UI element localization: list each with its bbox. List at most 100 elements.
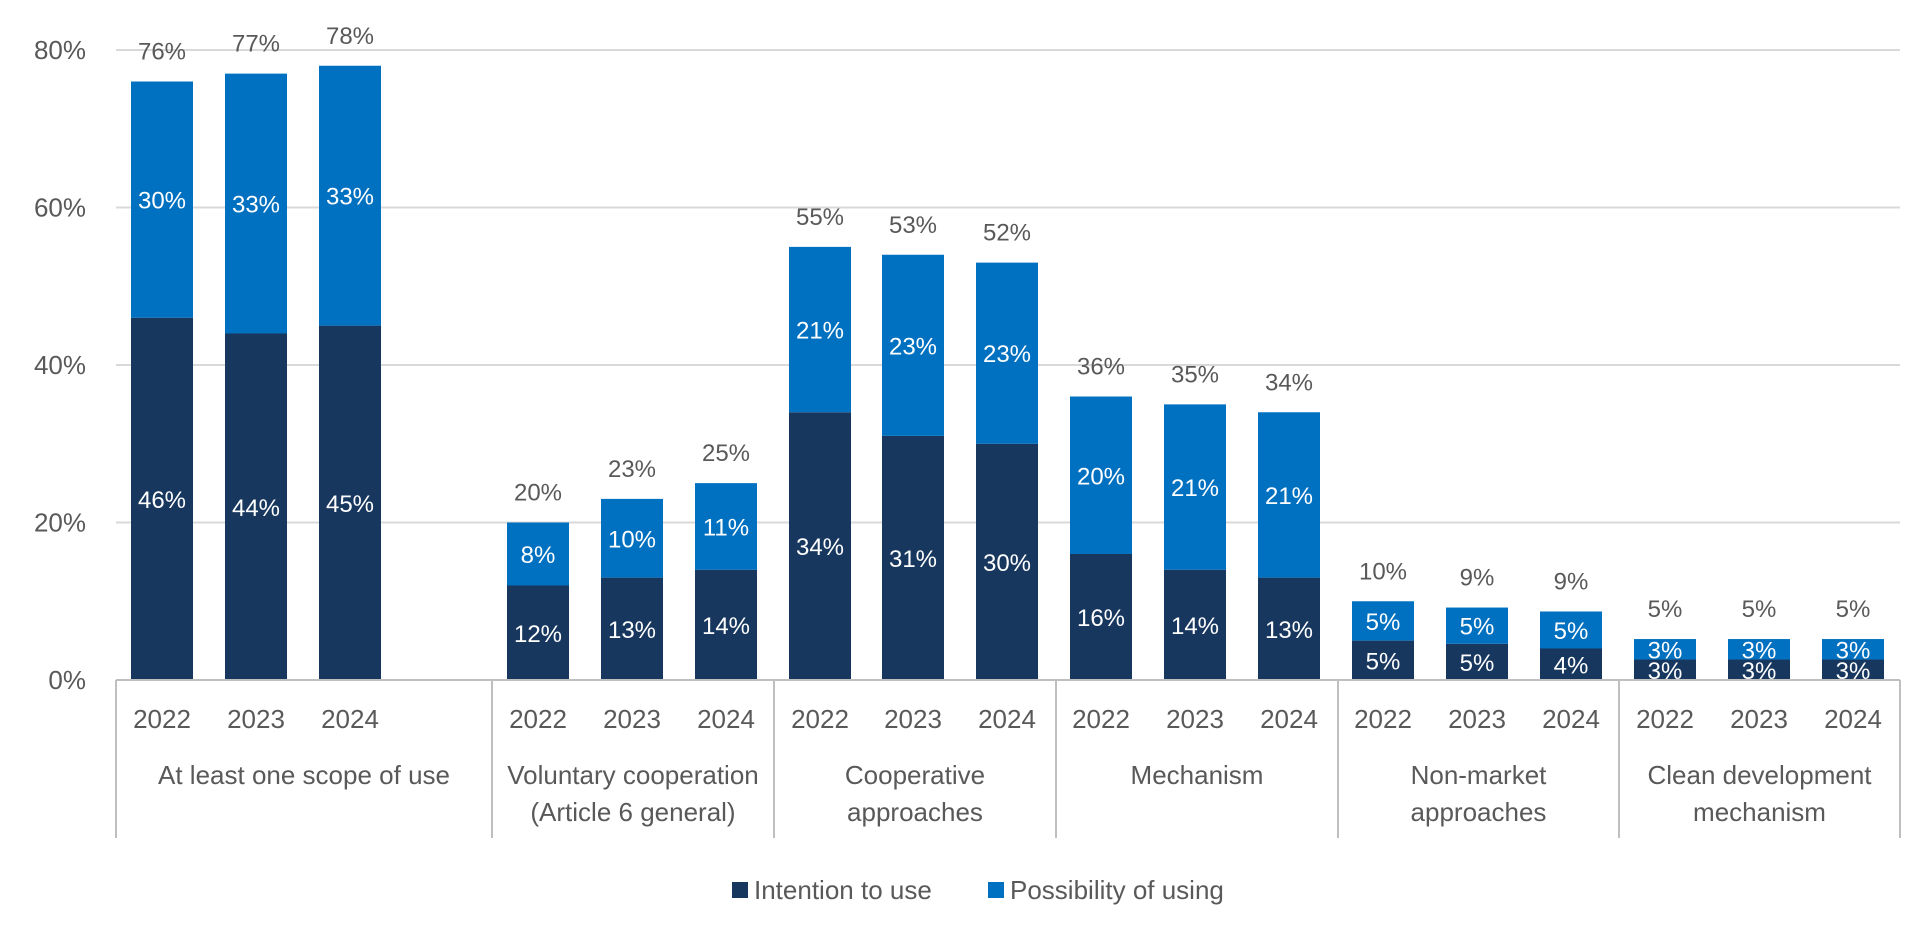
bar-possibility-segment	[976, 262, 1038, 444]
total-value-label: 23%	[608, 456, 656, 483]
intention-value-label: 16%	[1077, 605, 1125, 632]
bar-intention-segment	[1728, 659, 1790, 680]
possibility-value-label: 3%	[1742, 637, 1777, 664]
possibility-value-label: 3%	[1836, 637, 1871, 664]
bar-possibility-segment	[601, 498, 663, 578]
bars	[131, 65, 1884, 680]
y-tick-label: 40%	[34, 350, 86, 380]
bar-intention-segment	[695, 569, 757, 680]
bar-intention-segment	[789, 412, 851, 680]
x-group-label: Cooperative	[845, 760, 985, 790]
total-value-label: 9%	[1554, 568, 1589, 595]
bar-intention-segment	[976, 443, 1038, 680]
intention-value-label: 5%	[1366, 648, 1401, 675]
bar-possibility-segment	[131, 81, 193, 318]
x-tick-year-label: 2022	[133, 704, 191, 734]
y-tick-label: 60%	[34, 193, 86, 223]
possibility-value-label: 3%	[1648, 637, 1683, 664]
intention-value-label: 44%	[232, 495, 280, 522]
total-value-label: 53%	[889, 212, 937, 239]
x-group-label: Clean development	[1647, 760, 1872, 790]
possibility-value-label: 20%	[1077, 463, 1125, 490]
bar-possibility-segment	[1446, 607, 1508, 644]
bar-intention-segment	[1634, 659, 1696, 680]
bar-intention-segment	[1352, 640, 1414, 680]
total-value-label: 5%	[1742, 596, 1777, 623]
y-tick-label: 80%	[34, 35, 86, 65]
bar-possibility-segment	[1258, 412, 1320, 578]
possibility-value-label: 21%	[1265, 483, 1313, 510]
possibility-value-label: 21%	[1171, 475, 1219, 502]
bar-intention-segment	[131, 317, 193, 680]
total-value-label: 78%	[326, 23, 374, 50]
total-value-label: 10%	[1359, 558, 1407, 585]
bar-intention-segment	[1446, 643, 1508, 680]
x-group-label: approaches	[1411, 797, 1547, 827]
intention-value-label: 4%	[1554, 652, 1589, 679]
total-value-label: 20%	[514, 480, 562, 507]
possibility-value-label: 5%	[1366, 609, 1401, 636]
bar-possibility-segment	[1634, 639, 1696, 660]
bar-intention-segment	[882, 435, 944, 680]
legend-swatch	[988, 882, 1004, 898]
bar-intention-segment	[1164, 569, 1226, 680]
bar-intention-segment	[1070, 554, 1132, 680]
total-value-label: 34%	[1265, 369, 1313, 396]
possibility-value-label: 30%	[138, 188, 186, 215]
x-tick-year-label: 2022	[1636, 704, 1694, 734]
intention-value-label: 13%	[1265, 617, 1313, 644]
y-tick-label: 0%	[48, 665, 86, 695]
data-labels: 46% 30% 76% 44% 33% 77% 45% 33% 78% 12% 8% 20% 13% 10…	[138, 23, 1870, 685]
intention-value-label: 12%	[514, 621, 562, 648]
bar-possibility-segment	[1540, 611, 1602, 649]
intention-value-label: 31%	[889, 546, 937, 573]
possibility-value-label: 8%	[521, 542, 556, 569]
total-value-label: 55%	[796, 204, 844, 231]
legend: Intention to use Possibility of using	[732, 875, 1224, 905]
legend-label: Possibility of using	[1010, 875, 1224, 905]
x-tick-year-label: 2023	[1448, 704, 1506, 734]
bar-intention-segment	[225, 333, 287, 680]
possibility-value-label: 33%	[326, 184, 374, 211]
x-group-label: Voluntary cooperation	[507, 760, 759, 790]
x-axis: 2022 2023 2024 At least one scope of use 202…	[115, 679, 1901, 838]
x-tick-year-label: 2024	[1260, 704, 1318, 734]
bar-intention-segment	[507, 585, 569, 680]
total-value-label: 35%	[1171, 361, 1219, 388]
x-tick-year-label: 2022	[1072, 704, 1130, 734]
x-tick-year-label: 2024	[978, 704, 1036, 734]
x-group-label: Non-market	[1411, 760, 1548, 790]
intention-value-label: 5%	[1460, 650, 1495, 677]
x-tick-year-label: 2022	[509, 704, 567, 734]
bar-possibility-segment	[1352, 601, 1414, 641]
total-value-label: 25%	[702, 440, 750, 467]
bar-possibility-segment	[1728, 639, 1790, 660]
bar-intention-segment	[1258, 577, 1320, 680]
intention-value-label: 13%	[608, 617, 656, 644]
bar-possibility-segment	[507, 522, 569, 586]
total-value-label: 5%	[1836, 596, 1871, 623]
x-tick-year-label: 2022	[1354, 704, 1412, 734]
intention-value-label: 45%	[326, 491, 374, 518]
total-value-label: 77%	[232, 31, 280, 58]
intention-value-label: 14%	[702, 613, 750, 640]
legend-swatch	[732, 882, 748, 898]
x-tick-year-label: 2023	[884, 704, 942, 734]
bar-intention-segment	[1540, 648, 1602, 680]
possibility-value-label: 21%	[796, 318, 844, 345]
intention-value-label: 30%	[983, 550, 1031, 577]
bar-possibility-segment	[882, 254, 944, 436]
total-value-label: 76%	[138, 39, 186, 66]
x-tick-year-label: 2023	[1166, 704, 1224, 734]
bar-intention-segment	[601, 577, 663, 680]
possibility-value-label: 33%	[232, 192, 280, 219]
x-tick-year-label: 2023	[1730, 704, 1788, 734]
bar-possibility-segment	[225, 73, 287, 334]
x-tick-year-label: 2024	[321, 704, 379, 734]
legend-label: Intention to use	[754, 875, 932, 905]
total-value-label: 9%	[1460, 565, 1495, 592]
possibility-value-label: 5%	[1460, 614, 1495, 641]
total-value-label: 52%	[983, 220, 1031, 247]
x-tick-year-label: 2022	[791, 704, 849, 734]
